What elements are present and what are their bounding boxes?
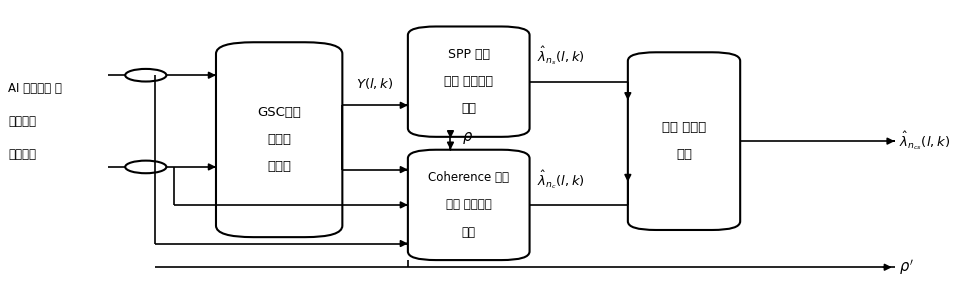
Text: Coherence 기반: Coherence 기반 bbox=[429, 171, 509, 184]
Text: $\hat{\lambda}_{n_c}(l,k)$: $\hat{\lambda}_{n_c}(l,k)$ bbox=[537, 168, 585, 191]
Text: 빔포머: 빔포머 bbox=[268, 160, 292, 173]
Text: $\hat{\lambda}_{n_{cs}}(l,k)$: $\hat{\lambda}_{n_{cs}}(l,k)$ bbox=[900, 130, 950, 152]
Text: GSC기반: GSC기반 bbox=[257, 106, 301, 119]
Text: $\rho$: $\rho$ bbox=[461, 130, 473, 145]
Text: SPP 기반: SPP 기반 bbox=[448, 48, 490, 61]
FancyBboxPatch shape bbox=[216, 42, 342, 237]
Text: $Y(l,k)$: $Y(l,k)$ bbox=[357, 76, 394, 91]
Text: $\hat{\lambda}_{n_s}(l,k)$: $\hat{\lambda}_{n_s}(l,k)$ bbox=[537, 45, 585, 67]
Text: 적응형: 적응형 bbox=[268, 133, 292, 146]
Text: 추정: 추정 bbox=[461, 103, 477, 115]
FancyBboxPatch shape bbox=[408, 150, 529, 260]
Text: 잡음 스펙트럼: 잡음 스펙트럼 bbox=[444, 75, 493, 88]
Text: 결합: 결합 bbox=[676, 148, 692, 161]
Text: $\rho'$: $\rho'$ bbox=[900, 257, 914, 277]
Text: 잡음 추정치: 잡음 추정치 bbox=[662, 121, 706, 134]
Text: 잡음 스펙트럼: 잡음 스펙트럼 bbox=[446, 198, 492, 211]
FancyBboxPatch shape bbox=[628, 52, 740, 230]
Text: 이크로폰: 이크로폰 bbox=[9, 115, 36, 128]
Text: AI 스피커의 마: AI 스피커의 마 bbox=[9, 82, 62, 95]
Text: 입력신호: 입력신호 bbox=[9, 147, 36, 160]
Text: 추정: 추정 bbox=[461, 226, 476, 239]
FancyBboxPatch shape bbox=[408, 26, 529, 137]
